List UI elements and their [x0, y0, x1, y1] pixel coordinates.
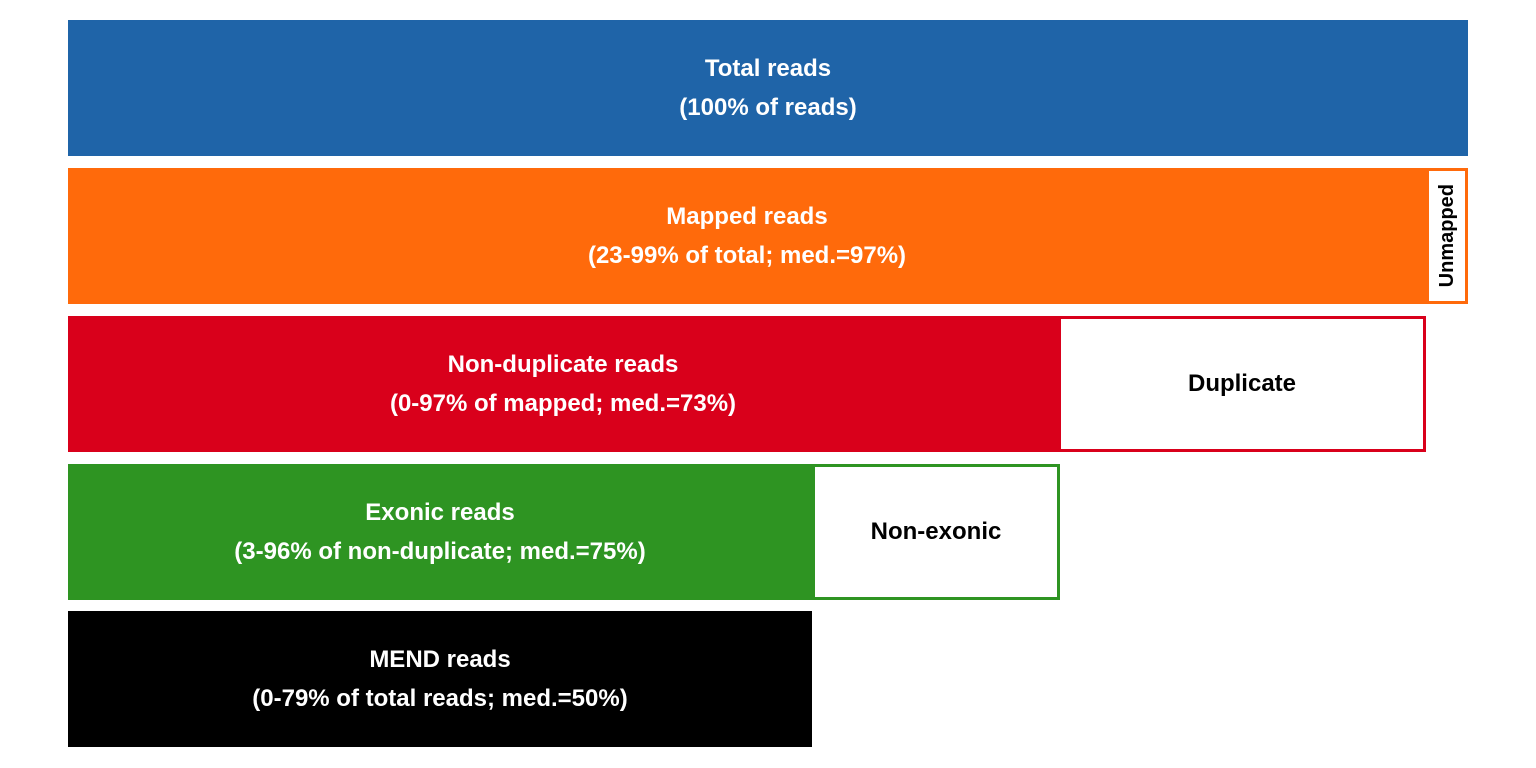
nonduplicate-reads-detail: (0-97% of mapped; med.=73%)	[389, 390, 737, 417]
total-reads-detail: (100% of reads)	[679, 94, 857, 121]
mapped-reads-label: Mapped reads	[666, 203, 828, 230]
nonduplicate-reads-bar: Non-duplicate reads (0-97% of mapped; me…	[68, 316, 1058, 452]
exonic-reads-detail: (3-96% of non-duplicate; med.=75%)	[234, 538, 646, 565]
total-reads-label: Total reads	[704, 55, 832, 82]
mapped-reads-detail: (23-99% of total; med.=97%)	[587, 242, 907, 269]
mend-reads-bar: MEND reads (0-79% of total reads; med.=5…	[68, 611, 812, 747]
non-exonic-box: Non-exonic	[812, 464, 1060, 600]
unmapped-label: Unmapped	[1435, 184, 1458, 288]
duplicate-box: Duplicate	[1058, 316, 1426, 452]
exonic-reads-bar: Exonic reads (3-96% of non-duplicate; me…	[68, 464, 812, 600]
duplicate-label: Duplicate	[1187, 370, 1297, 397]
total-reads-bar: Total reads (100% of reads)	[68, 20, 1468, 156]
nonduplicate-reads-label: Non-duplicate reads	[447, 351, 679, 378]
exonic-reads-label: Exonic reads	[365, 499, 515, 526]
mend-reads-detail: (0-79% of total reads; med.=50%)	[252, 685, 628, 712]
mend-reads-label: MEND reads	[369, 646, 511, 673]
mapped-reads-bar: Mapped reads (23-99% of total; med.=97%)	[68, 168, 1426, 304]
unmapped-box: Unmapped	[1426, 168, 1468, 304]
non-exonic-label: Non-exonic	[870, 518, 1002, 545]
